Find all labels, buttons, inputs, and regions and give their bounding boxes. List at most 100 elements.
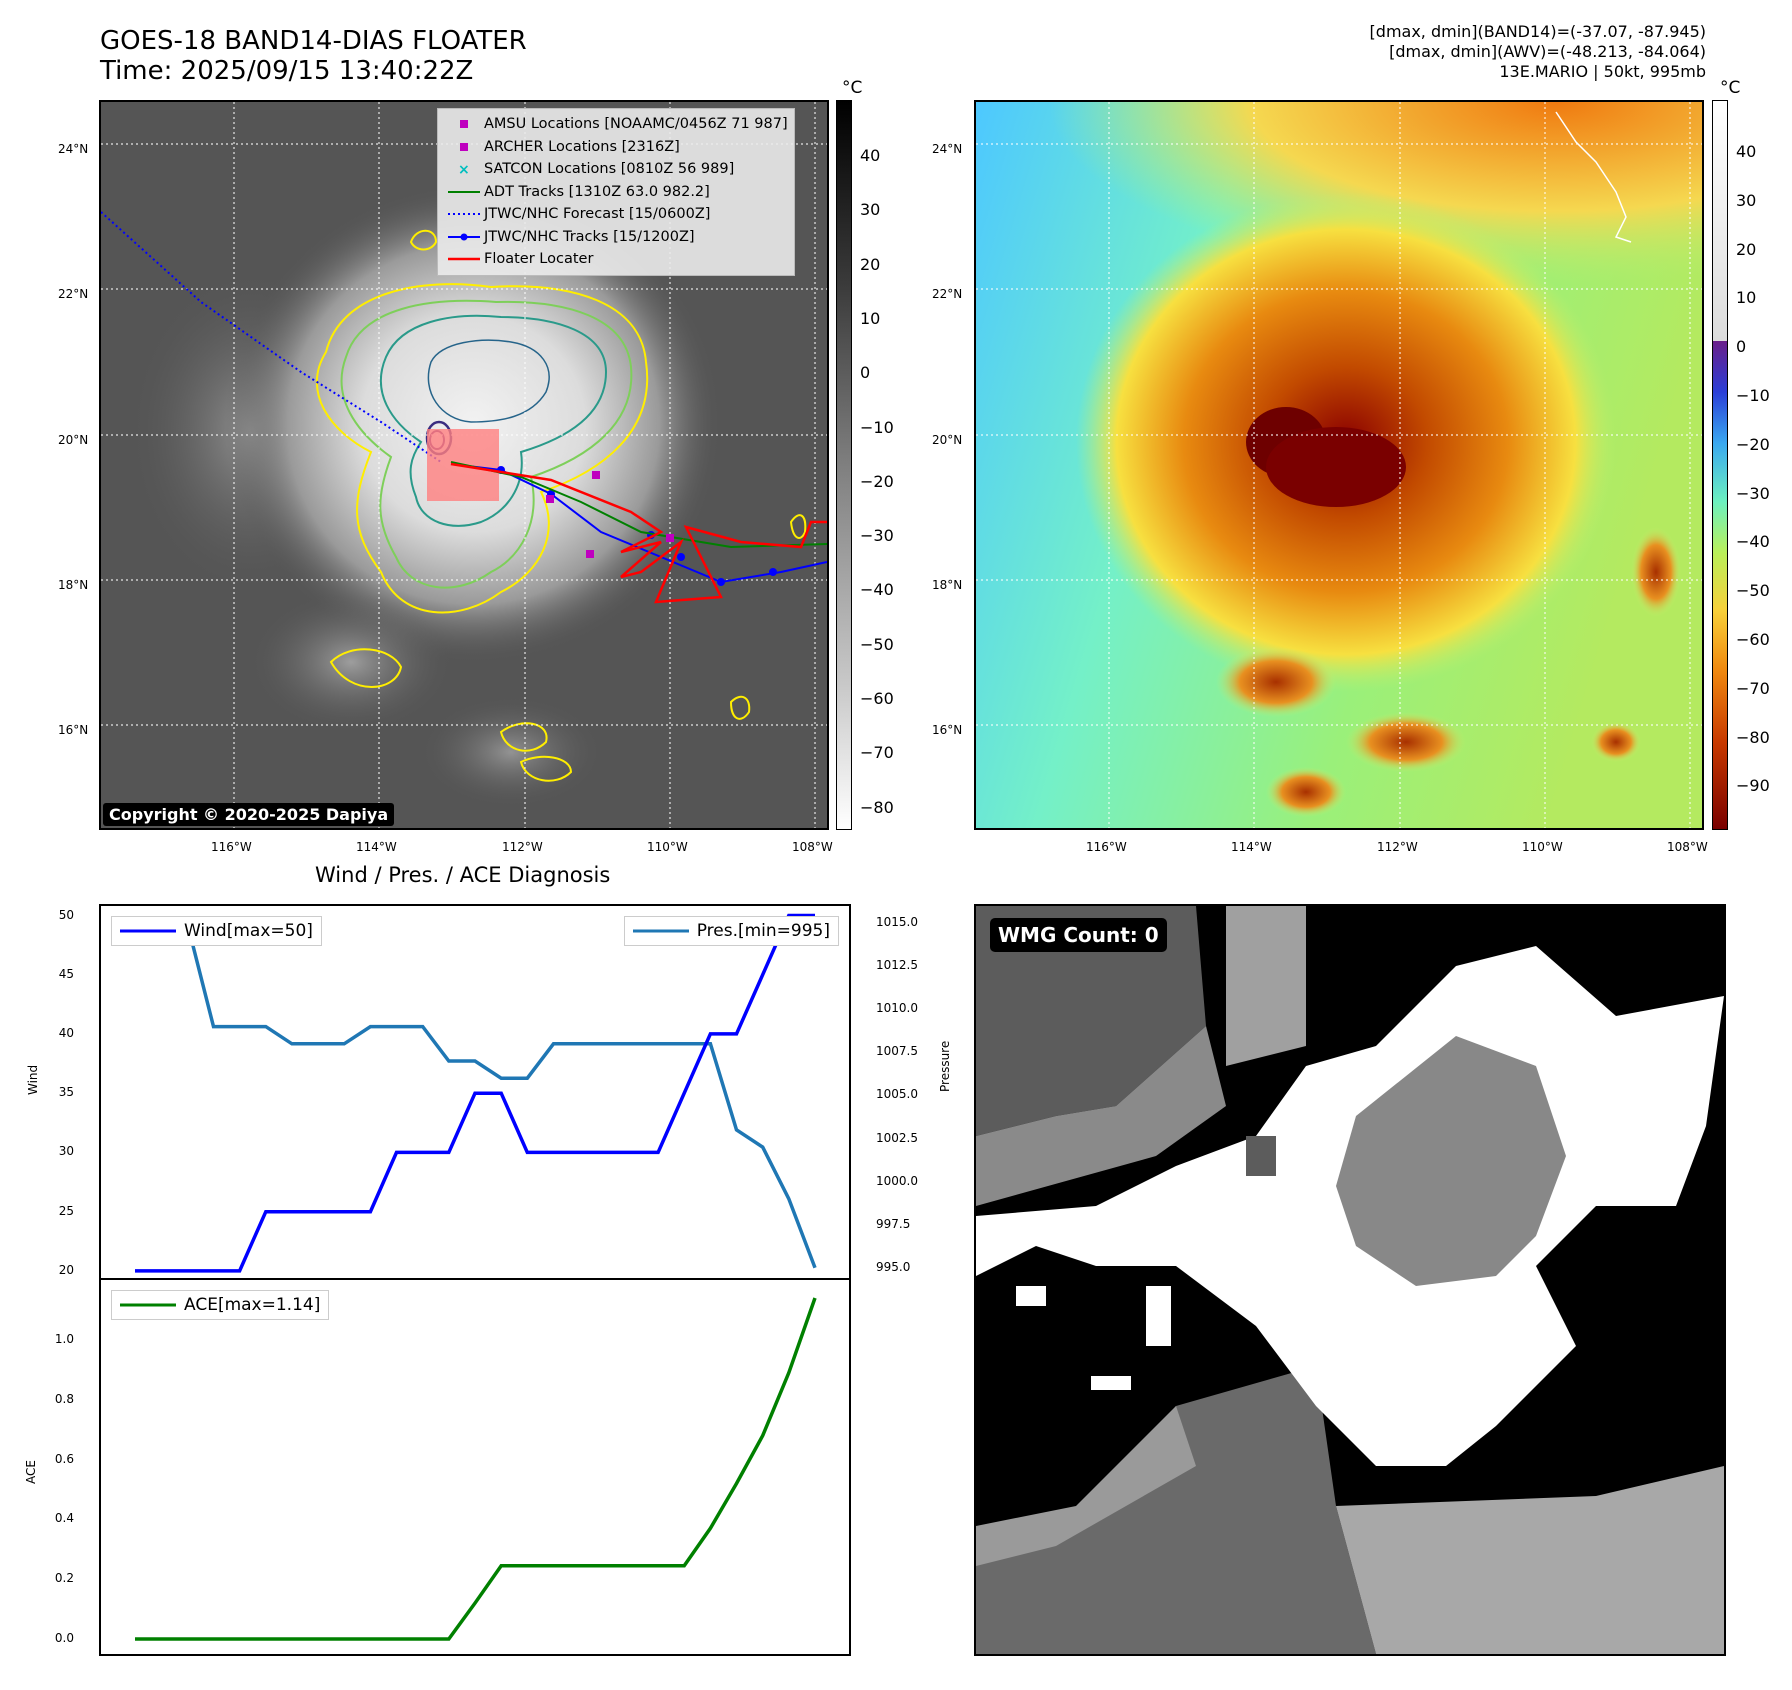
awv-lat-label: 16°N — [932, 723, 963, 737]
ir-colorbar-tick: 40 — [860, 146, 881, 165]
ace-axis-tick: 0.8 — [54, 1391, 74, 1406]
pres-axis-tick: 1010.0 — [876, 1001, 918, 1016]
awv-colorbar-tick: −70 — [1736, 678, 1770, 698]
pres-series-line — [135, 921, 817, 1269]
wind-series-line — [135, 913, 815, 1273]
awv-colorbar-tick: −50 — [1736, 581, 1770, 601]
ace-axis-tick: 0.2 — [54, 1571, 74, 1586]
ir-colorbar-tick: −60 — [860, 689, 894, 708]
legend-item-forecast: JTWC/NHC Forecast [15/0600Z] — [448, 206, 711, 222]
awv-colorbar-tick: 10 — [1736, 288, 1757, 308]
wind-pres-panel: Wind[max=50] Pres.[min=995] — [99, 904, 851, 1280]
awv-colorbar-tick: 20 — [1736, 239, 1757, 259]
awv-colorbar-tick: −90 — [1736, 776, 1770, 796]
awv-colorbar — [1712, 100, 1728, 830]
pres-axis-tick: 995.0 — [876, 1259, 911, 1274]
wmg-count-label: WMG Count: 0 — [990, 918, 1167, 952]
svg-text:×: × — [458, 162, 470, 178]
legend-item-amsu: AMSU Locations [NOAAMC/0456Z 71 987] — [444, 113, 788, 136]
ace-panel: ACE[max=1.14] — [99, 1278, 851, 1656]
pres-axis-tick: 1005.0 — [876, 1087, 918, 1102]
ir-lat-label: 24°N — [58, 142, 89, 156]
ace-legend-label: ACE[max=1.14] — [184, 1295, 321, 1315]
awv-lat-label: 22°N — [932, 287, 963, 301]
diagnosis-title: Wind / Pres. / ACE Diagnosis — [315, 863, 611, 887]
awv-colorbar-tick: −20 — [1736, 434, 1770, 454]
legend-item-satcon: × SATCON Locations [0810Z 56 989] — [458, 161, 735, 179]
ir-lon-label: 112°W — [502, 840, 543, 854]
ir-colorbar-tick: −70 — [860, 743, 894, 763]
ir-lon-label: 108°W — [792, 840, 833, 854]
ir-colorbar-tick: −40 — [860, 580, 894, 600]
awv-colorbar-unit: °C — [1720, 78, 1741, 98]
ir-colorbar-unit: °C — [842, 78, 863, 98]
ir-colorbar-tick: 20 — [860, 254, 881, 274]
awv-map-panel — [974, 100, 1704, 830]
pres-legend: Pres.[min=995] — [623, 916, 839, 946]
ir-colorbar-tick: −30 — [860, 526, 894, 546]
awv-colorbar-tick: 0 — [1736, 337, 1747, 357]
wind-pres-chart — [135, 913, 817, 1273]
ir-lat-label: 20°N — [58, 433, 89, 447]
awv-lat-label: 18°N — [932, 578, 963, 592]
wind-axis-tick: 20 — [58, 1262, 74, 1277]
pres-axis-tick: 997.5 — [876, 1216, 911, 1231]
ace-legend: ACE[max=1.14] — [111, 1290, 330, 1320]
meta-awv: [dmax, dmin](AWV)=(-48.213, -84.064) — [1389, 42, 1706, 61]
awv-colorbar-tick: −10 — [1736, 386, 1770, 405]
legend-item-tracks: JTWC/NHC Tracks [15/1200Z] — [444, 226, 788, 249]
ace-axis-tick: 0.6 — [54, 1451, 74, 1466]
ir-map-panel: Copyright © 2020-2025 Dapiya AMSU Locati… — [99, 100, 829, 830]
ir-colorbar-tick: −20 — [860, 471, 894, 491]
chart-title: GOES-18 BAND14-DIAS FLOATER — [100, 26, 527, 56]
ir-colorbar-tick: −80 — [860, 797, 894, 817]
wind-axis-tick: 45 — [58, 966, 74, 981]
ir-lon-label: 114°W — [356, 840, 397, 854]
wind-axis-tick: 25 — [58, 1203, 74, 1218]
meta-storm: 13E.MARIO | 50kt, 995mb — [1499, 62, 1706, 81]
wmg-image — [976, 906, 1724, 1654]
ir-colorbar-tick: −50 — [860, 634, 894, 654]
ace-chart — [135, 1297, 817, 1641]
wind-axis-tick: 50 — [58, 907, 74, 922]
pres-axis-label: Pressure — [938, 1040, 952, 1092]
ir-colorbar-tick: −10 — [860, 417, 894, 437]
ir-colorbar-tick: 30 — [860, 200, 881, 220]
ir-lon-label: 110°W — [647, 840, 688, 854]
legend-item-archer: ARCHER Locations [2316Z] — [444, 136, 788, 159]
wind-axis-tick: 30 — [58, 1144, 74, 1159]
awv-colorbar-tick: −30 — [1736, 483, 1770, 503]
pres-axis-tick: 1012.5 — [876, 958, 918, 973]
pres-legend-label: Pres.[min=995] — [696, 921, 830, 941]
map-legend: AMSU Locations [NOAAMC/0456Z 71 987] ARC… — [437, 108, 795, 276]
wind-axis-tick: 35 — [58, 1085, 74, 1100]
ir-colorbar-tick: 0 — [860, 363, 871, 383]
awv-lon-label: 112°W — [1377, 840, 1418, 854]
wmg-panel: WMG Count: 0 — [974, 904, 1726, 1656]
ir-lat-label: 18°N — [58, 578, 89, 592]
ir-lat-label: 22°N — [58, 287, 89, 301]
awv-colorbar-tick: −40 — [1736, 532, 1770, 552]
meta-band14: [dmax, dmin](BAND14)=(-37.07, -87.945) — [1369, 22, 1706, 41]
chart-time: Time: 2025/09/15 13:40:22Z — [100, 56, 474, 86]
ace-axis-tick: 0.4 — [54, 1511, 74, 1526]
awv-colorbar-tick: −80 — [1736, 727, 1770, 747]
awv-lon-label: 116°W — [1086, 840, 1127, 854]
ace-axis-tick: 1.0 — [54, 1331, 74, 1346]
ir-colorbar — [836, 100, 852, 830]
ace-axis-label: ACE — [24, 1460, 38, 1484]
awv-colorbar-tick: 40 — [1736, 142, 1757, 161]
wind-axis-label: Wind — [26, 1064, 40, 1095]
ir-colorbar-tick: 10 — [860, 308, 881, 328]
awv-map-image — [976, 102, 1702, 828]
awv-colorbar-tick: −60 — [1736, 630, 1770, 649]
legend-item-adt: ADT Tracks [1310Z 63.0 982.2] — [448, 183, 710, 200]
awv-colorbar-tick: 30 — [1736, 190, 1757, 210]
ir-lon-label: 116°W — [211, 840, 252, 854]
ir-lat-label: 16°N — [58, 723, 89, 737]
pres-axis-tick: 1002.5 — [876, 1130, 918, 1145]
pres-axis-tick: 1007.5 — [876, 1044, 918, 1059]
awv-lon-label: 110°W — [1522, 840, 1563, 854]
copyright-label: Copyright © 2020-2025 Dapiya — [103, 803, 395, 826]
awv-lat-label: 24°N — [932, 142, 963, 156]
